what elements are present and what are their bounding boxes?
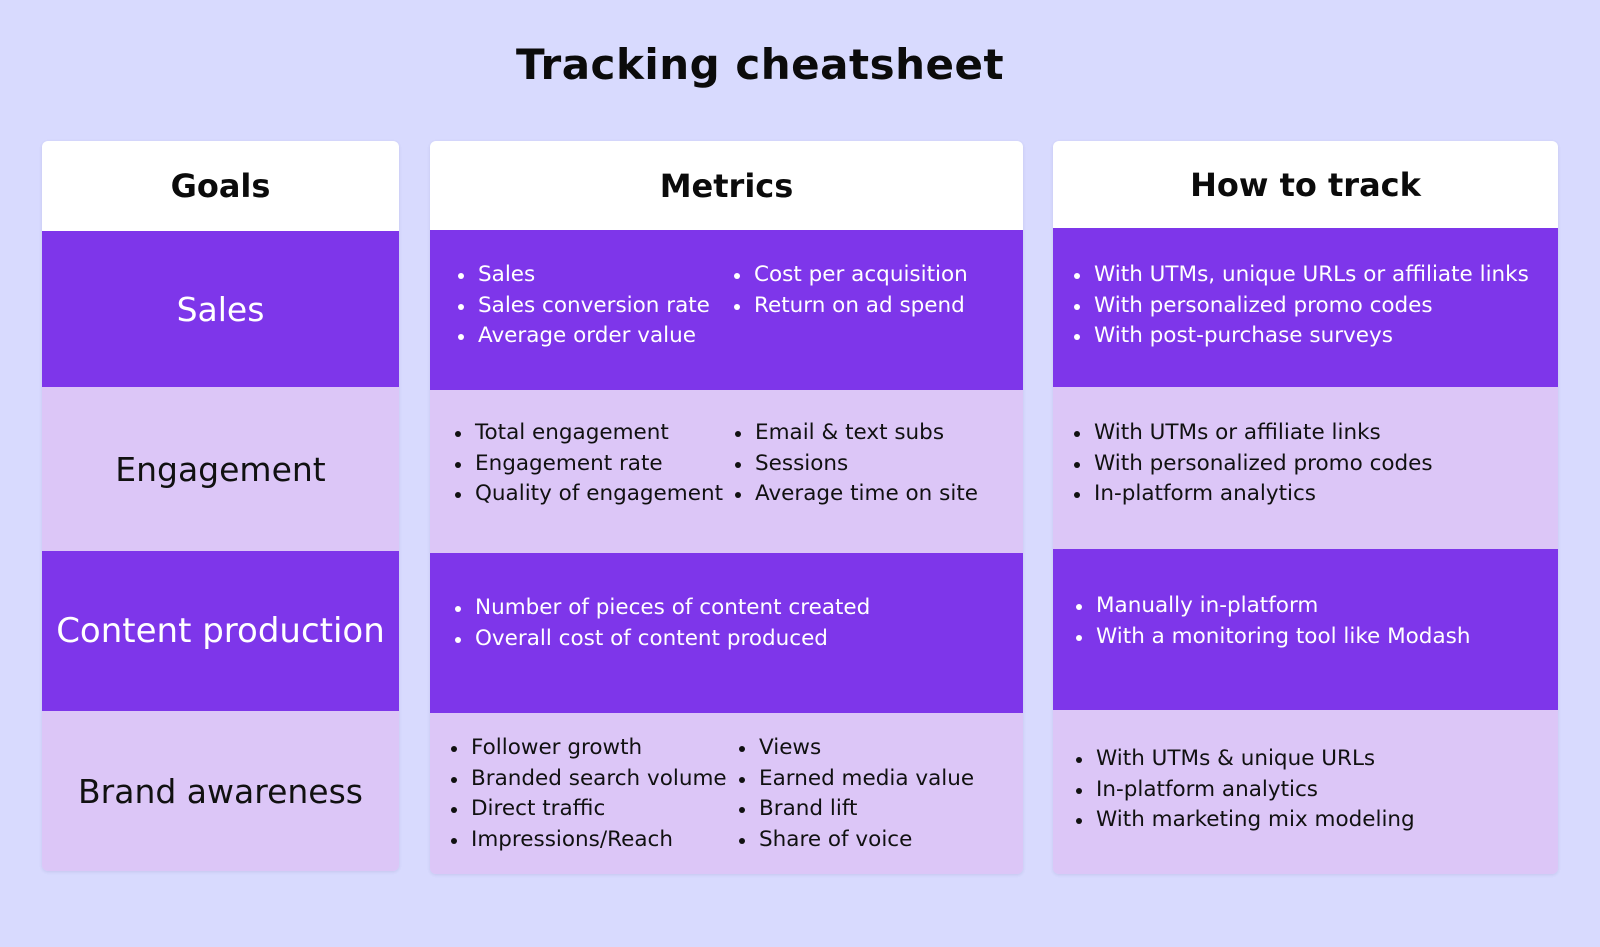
goals-header: Goals: [42, 141, 399, 231]
track-sales-cell: With UTMs, unique URLs or affiliate link…: [1053, 228, 1558, 387]
list-item: Engagement rate: [453, 449, 723, 480]
goal-content-production: Content production: [42, 551, 399, 711]
list-item: With personalized promo codes: [1072, 449, 1433, 480]
metrics-brand-awareness-list-left: Follower growth Branded search volume Di…: [449, 733, 727, 855]
list-item: Cost per acquisition: [732, 260, 968, 291]
metrics-content-production-cell: Number of pieces of content created Over…: [430, 553, 1023, 713]
list-item: Overall cost of content produced: [453, 624, 870, 655]
track-sales-list: With UTMs, unique URLs or affiliate link…: [1072, 260, 1529, 352]
list-item: Views: [737, 733, 974, 764]
list-item: With UTMs, unique URLs or affiliate link…: [1072, 260, 1529, 291]
list-item: Return on ad spend: [732, 291, 968, 322]
list-item: Sales conversion rate: [456, 291, 710, 322]
metrics-sales-list-right: Cost per acquisition Return on ad spend: [732, 260, 968, 321]
list-item: Direct traffic: [449, 794, 727, 825]
metrics-brand-awareness-list-right: Views Earned media value Brand lift Shar…: [737, 733, 974, 855]
list-item: With UTMs & unique URLs: [1074, 744, 1415, 775]
list-item: Email & text subs: [733, 418, 978, 449]
metrics-engagement-list-right: Email & text subs Sessions Average time …: [733, 418, 978, 510]
list-item: Sessions: [733, 449, 978, 480]
list-item: With personalized promo codes: [1072, 291, 1529, 322]
list-item: In-platform analytics: [1074, 775, 1415, 806]
goal-sales: Sales: [42, 231, 399, 387]
list-item: With a monitoring tool like Modash: [1074, 622, 1470, 653]
list-item: With marketing mix modeling: [1074, 805, 1415, 836]
list-item: Follower growth: [449, 733, 727, 764]
track-content-production-cell: Manually in-platform With a monitoring t…: [1053, 549, 1558, 710]
list-item: Quality of engagement: [453, 479, 723, 510]
track-engagement-list: With UTMs or affiliate links With person…: [1072, 418, 1433, 510]
metrics-sales-list-left: Sales Sales conversion rate Average orde…: [456, 260, 710, 352]
list-item: Branded search volume: [449, 764, 727, 795]
metrics-sales-cell: Sales Sales conversion rate Average orde…: [430, 230, 1023, 390]
list-item: With UTMs or affiliate links: [1072, 418, 1433, 449]
metrics-column: Metrics Sales Sales conversion rate Aver…: [430, 141, 1023, 874]
list-item: Number of pieces of content created: [453, 593, 870, 624]
track-brand-awareness-cell: With UTMs & unique URLs In-platform anal…: [1053, 710, 1558, 874]
list-item: Earned media value: [737, 764, 974, 795]
metrics-content-production-list: Number of pieces of content created Over…: [453, 593, 870, 654]
list-item: Share of voice: [737, 825, 974, 856]
metrics-engagement-list-left: Total engagement Engagement rate Quality…: [453, 418, 723, 510]
track-content-production-list: Manually in-platform With a monitoring t…: [1074, 591, 1470, 652]
how-to-track-header: How to track: [1053, 141, 1558, 228]
track-brand-awareness-list: With UTMs & unique URLs In-platform anal…: [1074, 744, 1415, 836]
list-item: Manually in-platform: [1074, 591, 1470, 622]
track-engagement-cell: With UTMs or affiliate links With person…: [1053, 387, 1558, 549]
how-to-track-column: How to track With UTMs, unique URLs or a…: [1053, 141, 1558, 874]
list-item: With post-purchase surveys: [1072, 321, 1529, 352]
list-item: Sales: [456, 260, 710, 291]
metrics-header: Metrics: [430, 141, 1023, 230]
list-item: Impressions/Reach: [449, 825, 727, 856]
list-item: Average time on site: [733, 479, 978, 510]
goal-brand-awareness: Brand awareness: [42, 711, 399, 871]
list-item: Total engagement: [453, 418, 723, 449]
metrics-engagement-cell: Total engagement Engagement rate Quality…: [430, 390, 1023, 553]
goal-engagement: Engagement: [42, 387, 399, 551]
list-item: Brand lift: [737, 794, 974, 825]
list-item: In-platform analytics: [1072, 479, 1433, 510]
list-item: Average order value: [456, 321, 710, 352]
goals-column: Goals Sales Engagement Content productio…: [42, 141, 399, 871]
metrics-brand-awareness-cell: Follower growth Branded search volume Di…: [430, 713, 1023, 874]
page-title: Tracking cheatsheet: [515, 40, 1005, 89]
